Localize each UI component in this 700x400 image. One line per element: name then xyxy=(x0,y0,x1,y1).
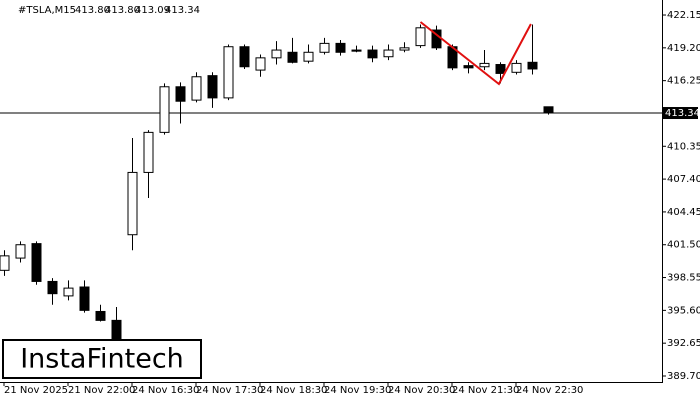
candle-body xyxy=(383,49,394,58)
candle-body xyxy=(223,46,234,99)
y-tick-label: 398.55 xyxy=(667,273,700,284)
header-value: 413.80 xyxy=(105,5,140,16)
y-tick-label: 410.35 xyxy=(667,141,700,152)
x-tick-label: 24 Nov 22:30 xyxy=(516,385,583,396)
y-tick-label: 407.40 xyxy=(667,174,700,185)
y-tick-label: 422.15 xyxy=(667,10,700,21)
y-tick-label: 401.50 xyxy=(667,240,700,251)
y-tick-label: 419.20 xyxy=(667,43,700,54)
candle-body xyxy=(47,280,58,295)
x-tick-label: 21 Nov 2025 xyxy=(4,385,68,396)
price-label: 413.34 xyxy=(665,108,700,119)
candle-body xyxy=(287,51,298,63)
header-value: 413.34 xyxy=(165,5,200,16)
y-tick-label: 392.65 xyxy=(667,338,700,349)
candle-body xyxy=(159,86,170,133)
chart-title: #TSLA,M15 xyxy=(18,5,76,16)
x-tick-label: 21 Nov 22:00 xyxy=(68,385,135,396)
candle-body xyxy=(495,64,506,74)
candle-body xyxy=(0,255,10,271)
candle-body xyxy=(527,61,538,70)
candle-body xyxy=(351,49,362,52)
header-value: 413.09 xyxy=(135,5,170,16)
x-tick-label: 24 Nov 16:30 xyxy=(132,385,199,396)
candle-body xyxy=(175,86,186,102)
candle-body xyxy=(239,46,250,68)
candle-body xyxy=(511,62,522,73)
candle-body xyxy=(335,42,346,53)
y-tick-label: 389.70 xyxy=(667,371,700,382)
candle-body xyxy=(479,62,490,68)
x-tick-label: 24 Nov 17:30 xyxy=(196,385,263,396)
candle-body xyxy=(143,131,154,173)
candle-body xyxy=(319,42,330,53)
candle-body xyxy=(15,244,26,259)
y-tick-label: 416.25 xyxy=(667,76,700,87)
x-tick-label: 24 Nov 18:30 xyxy=(260,385,327,396)
candle-body xyxy=(303,51,314,62)
y-tick-label: 395.60 xyxy=(667,305,700,316)
x-tick-label: 24 Nov 19:30 xyxy=(324,385,391,396)
candle-body xyxy=(463,65,474,69)
candle-body xyxy=(63,287,74,297)
price-label-box xyxy=(662,107,698,120)
x-tick-label: 24 Nov 21:30 xyxy=(452,385,519,396)
candle-body xyxy=(543,106,554,113)
candle-body xyxy=(31,243,42,282)
candle-body xyxy=(255,57,266,71)
candle-body xyxy=(95,310,106,321)
candle-body xyxy=(271,49,282,59)
logo: InstaFintech xyxy=(20,344,184,375)
candle-body xyxy=(367,49,378,59)
candle-body xyxy=(415,27,426,47)
pattern-line xyxy=(419,21,532,86)
y-tick-label: 404.45 xyxy=(667,207,700,218)
candle-body xyxy=(207,75,218,99)
x-tick-label: 24 Nov 20:30 xyxy=(388,385,455,396)
candle-body xyxy=(79,286,90,311)
candle-body xyxy=(191,76,202,101)
candle-body xyxy=(127,171,138,236)
candle-body xyxy=(399,47,410,51)
logo-box xyxy=(2,339,202,379)
header-value: 413.80 xyxy=(75,5,110,16)
